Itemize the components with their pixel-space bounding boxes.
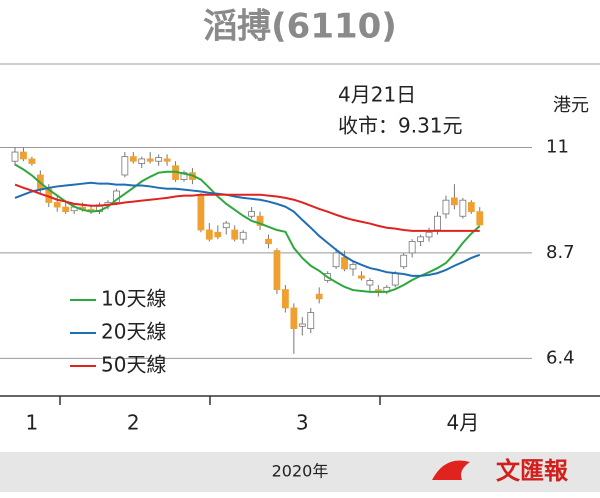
footer-band [0,452,600,492]
x-tick-label: 4月 [446,411,479,435]
ma-line [14,183,480,232]
footer: 2020年 [272,462,329,481]
x-tick-label: 3 [296,411,309,435]
candle-body [239,231,247,240]
candle-body [332,252,340,268]
candle-body [341,257,348,270]
chart-title: 滔搏(6110) [203,7,397,47]
candle-body [53,202,61,208]
candle-body [307,312,315,329]
y-tick-label: 6.4 [546,347,575,368]
x-tick-label: 1 [26,411,39,435]
candle-body [273,250,281,291]
candle-body [349,263,357,270]
y-tick-label: 11 [546,136,569,157]
candle-body [281,289,289,309]
candle-body [28,158,36,164]
candle-body [155,157,163,162]
candle-body [121,156,129,176]
candle-body [146,158,154,162]
candle-body [459,199,467,217]
candle-body [231,229,239,240]
legend-label: 20天線 [101,320,166,344]
y-unit: 港元 [553,95,589,116]
candle-body [467,202,475,213]
candle-body [256,215,264,226]
ma-line [14,181,481,277]
candle-body [298,323,306,327]
candle-body [315,293,323,300]
legend-label: 10天線 [101,287,166,311]
candle-body [163,158,171,162]
candle-body [205,229,213,240]
candle-body [442,199,450,215]
legend-label: 50天線 [101,353,166,377]
candle-body [265,238,272,245]
annotation: 收市：9.31元 [338,114,463,138]
candle-body [400,254,408,268]
candle-body [391,273,399,286]
candle-body [358,275,365,279]
candle-body [408,241,416,254]
candle-body [417,236,425,242]
logo-icon [432,460,470,480]
candle-body [222,222,230,229]
candle-body [62,206,70,213]
candle-body [366,280,374,286]
candle-body [434,215,441,231]
candle-body [476,211,484,226]
candle-body [11,151,19,162]
candle-body [197,195,205,231]
logo-text: 文匯報 [496,457,569,485]
candle-body [450,197,458,206]
candle-body [138,158,146,164]
y-tick-label: 8.7 [546,242,575,263]
candle-body [129,156,137,162]
annotation: 4月21日 [338,83,416,107]
candle-body [290,307,298,329]
candle-body [248,211,256,217]
candle-body [425,231,433,238]
candle-body [214,231,222,238]
candle-body [20,151,27,160]
x-tick-label: 2 [127,411,140,435]
ma-line [14,163,481,293]
